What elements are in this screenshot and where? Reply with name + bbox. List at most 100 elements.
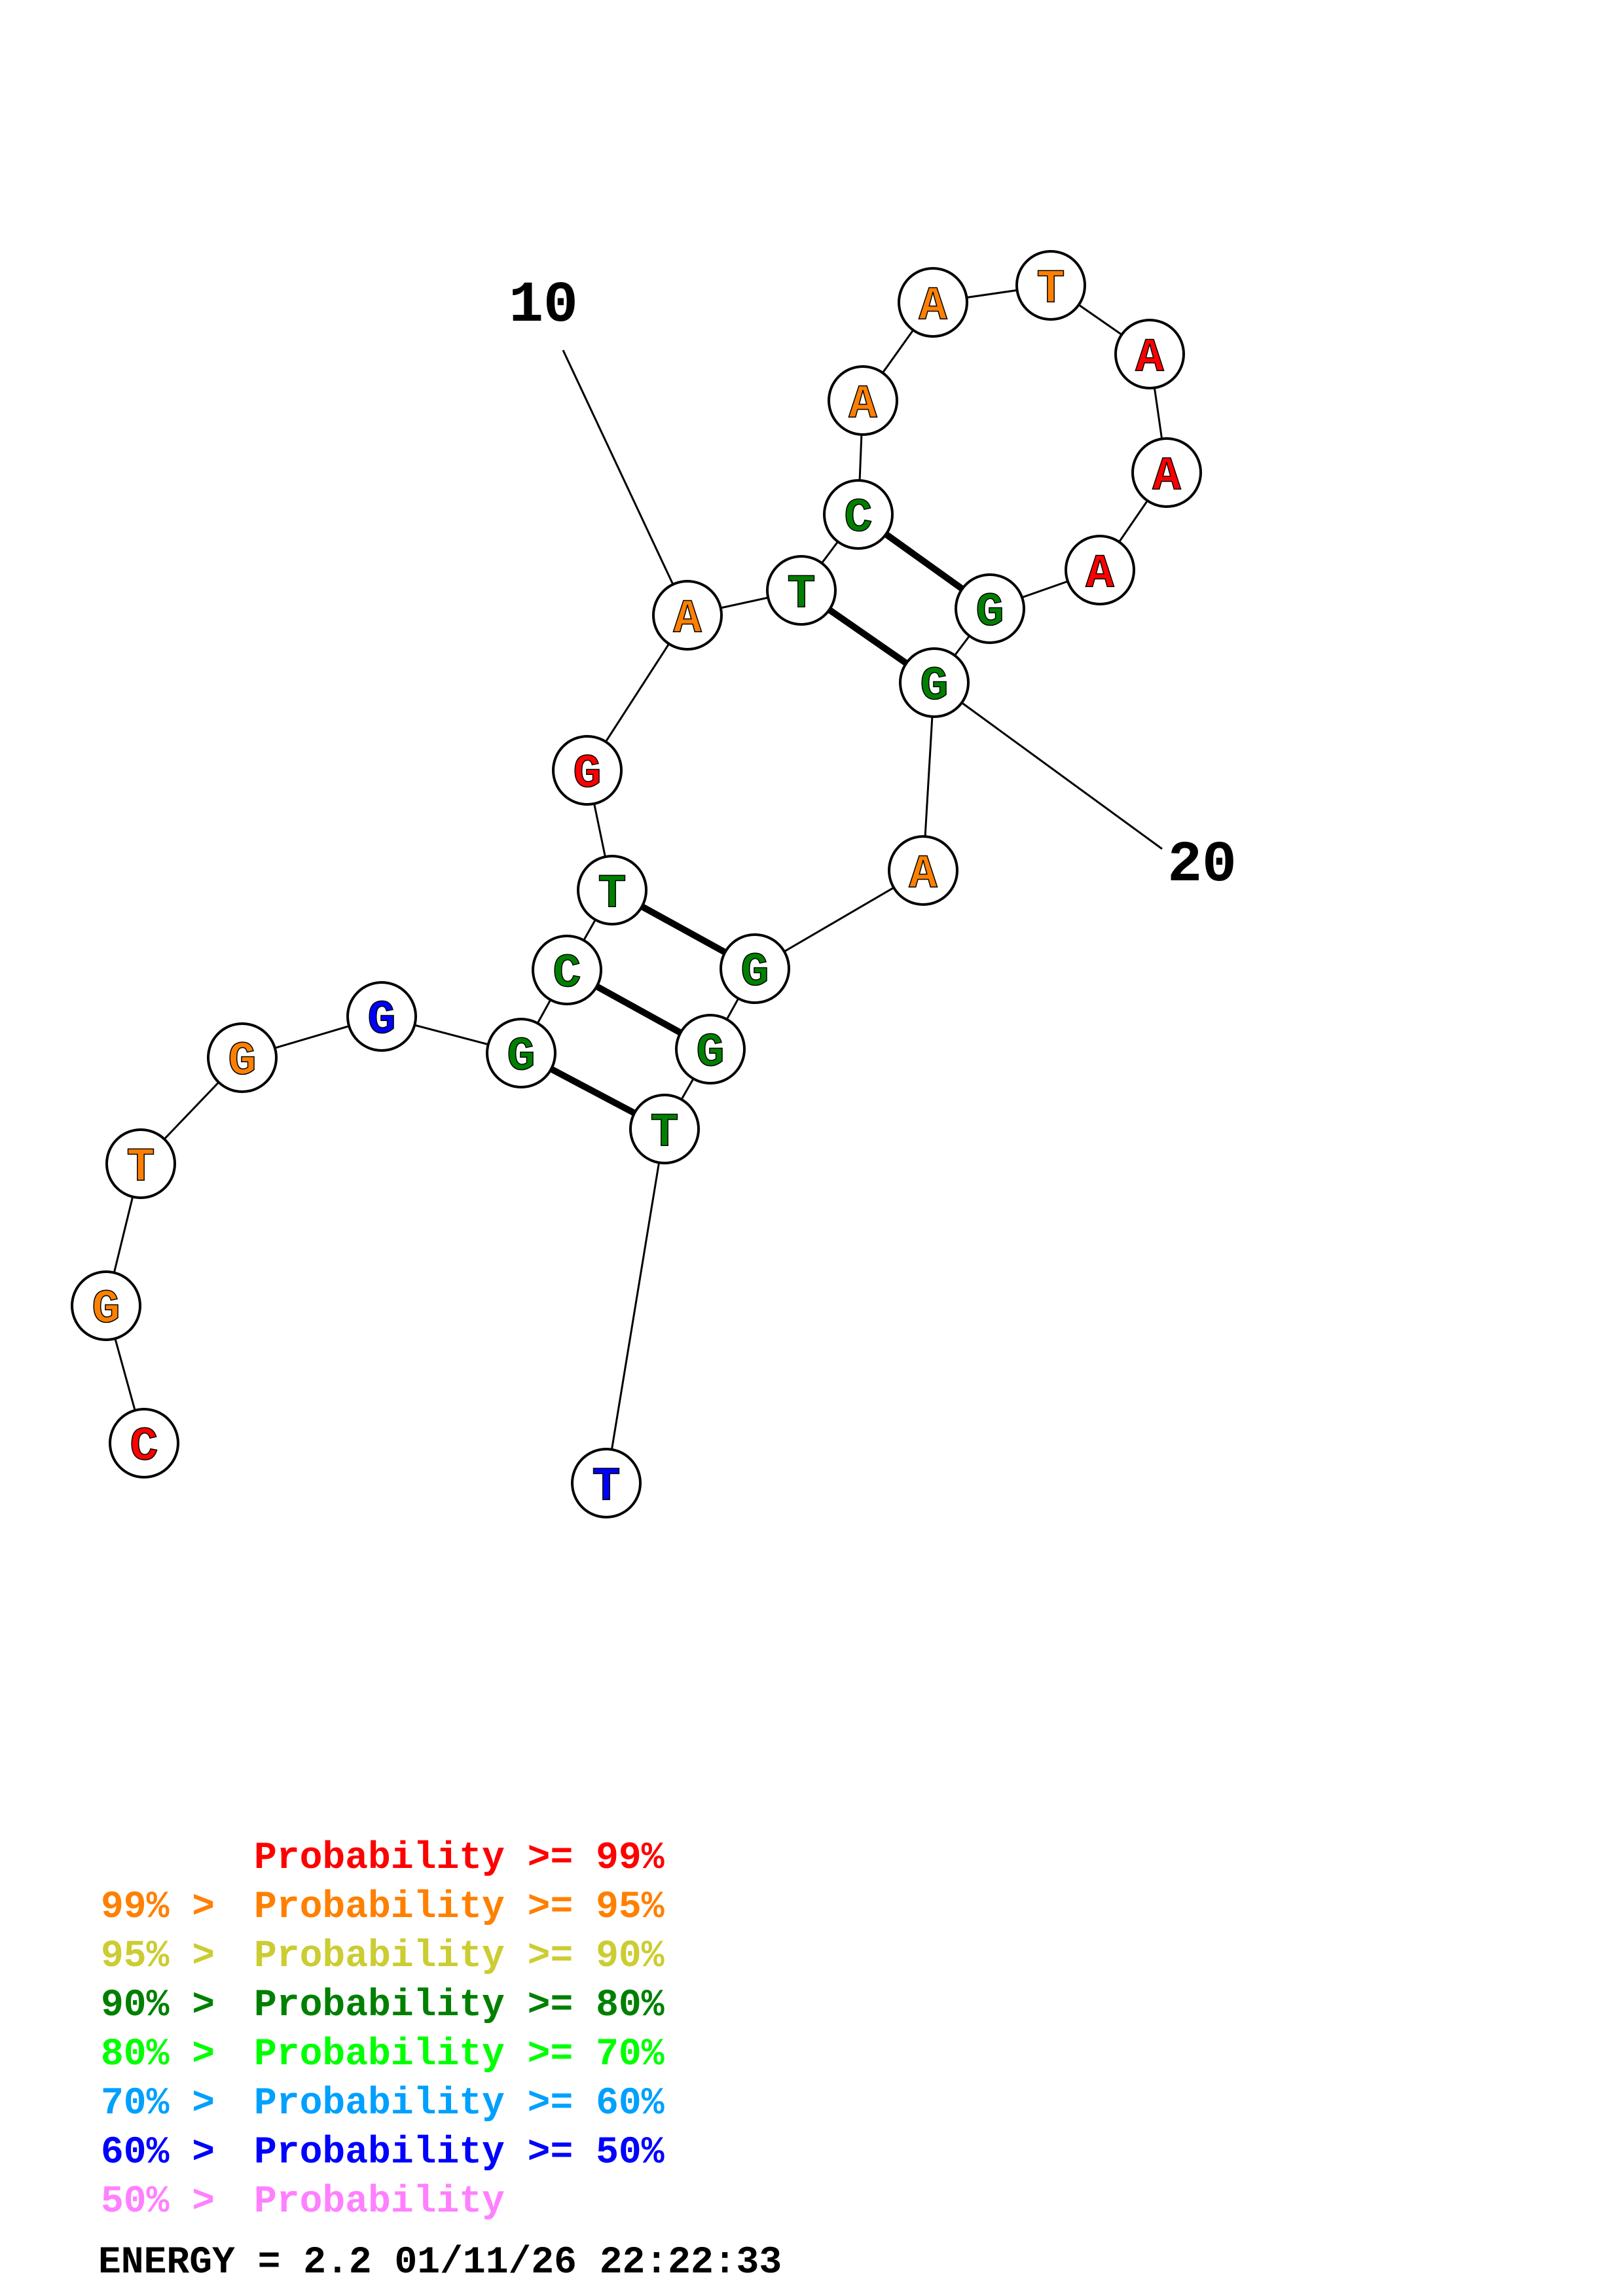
legend-text: Probability >= 95% <box>254 1886 665 1929</box>
nucleotide-node: A <box>888 835 958 906</box>
nucleotide-letter: T <box>1036 262 1065 316</box>
nucleotide-circle <box>577 855 647 925</box>
nucleotide-letter: G <box>696 1026 724 1080</box>
nucleotide-node: T <box>766 555 837 626</box>
nucleotide-circle <box>955 573 1025 644</box>
nucleotide-letter: T <box>787 567 815 621</box>
nucleotide-letter: G <box>976 586 1004 639</box>
nucleotide-node: G <box>675 1014 746 1085</box>
nucleotide-node: G <box>346 981 417 1052</box>
nucleotide-node: A <box>652 580 723 651</box>
legend-prefix: 50% > <box>101 2181 238 2223</box>
nucleotide-node: A <box>1114 319 1185 389</box>
nucleotide-circle <box>552 735 623 806</box>
nucleotide-node: T <box>1015 250 1086 321</box>
nucleotide-circle <box>766 555 837 626</box>
legend-text: Probability >= 70% <box>254 2034 665 2076</box>
nucleotide-node: A <box>898 267 968 338</box>
legend-prefix: 60% > <box>101 2132 238 2174</box>
nucleotide-circle <box>823 479 894 550</box>
nucleotide-circle <box>652 580 723 651</box>
nucleotide-circle <box>71 1270 141 1341</box>
nucleotide-letter: C <box>844 492 872 545</box>
legend-prefix: 99% > <box>101 1886 238 1929</box>
legend-line-1: Probability >= 99% <box>254 1837 665 1880</box>
legend-text: Probability >= 80% <box>254 1984 665 2027</box>
energy-footer: ENERGY = 2.2 01/11/26 22:22:33 <box>98 2242 782 2284</box>
nucleotide-node: A <box>1065 535 1135 605</box>
nucleotide-node: G <box>486 1018 556 1088</box>
nucleotide-letter: C <box>130 1420 158 1474</box>
nucleotide-node: G <box>955 573 1025 644</box>
legend-line-7: 60% > Probability >= 50% <box>101 2132 665 2174</box>
nucleotide-letter: A <box>909 848 938 901</box>
nucleotide-node: G <box>552 735 623 806</box>
nucleotide-letter: T <box>126 1141 155 1194</box>
nucleotide-letter: T <box>592 1460 620 1514</box>
nucleotide-node: G <box>71 1270 141 1341</box>
nucleotide-node: T <box>571 1448 642 1518</box>
legend-prefix: 95% > <box>101 1935 238 1978</box>
nucleotide-circle <box>105 1128 176 1199</box>
position-label: 10 <box>509 274 578 338</box>
nucleotide-node: A <box>1131 437 1202 508</box>
nucleotide-letter: G <box>740 946 769 999</box>
nucleotide-circle <box>1114 319 1185 389</box>
nucleotide-node: G <box>899 647 970 718</box>
nucleotide-letter: C <box>553 947 581 1001</box>
nucleotide-circle <box>346 981 417 1052</box>
nucleotide-letter: G <box>573 747 601 801</box>
nucleotide-circle <box>629 1094 700 1164</box>
legend-line-4: 90% > Probability >= 80% <box>101 1984 665 2027</box>
legend-text: Probability >= 90% <box>254 1935 665 1978</box>
backbone-link <box>605 1128 666 1484</box>
legend-line-5: 80% > Probability >= 70% <box>101 2034 665 2076</box>
nucleotide-node: G <box>207 1022 278 1093</box>
nucleotide-circle <box>675 1014 746 1085</box>
probability-legend: Probability >= 99% 99% > Probability >= … <box>101 1837 665 2223</box>
legend-text: Probability >= 60% <box>254 2083 665 2125</box>
position-tick <box>562 350 689 616</box>
nucleotide-letter: A <box>919 279 947 333</box>
nucleotide-circle <box>207 1022 278 1093</box>
nucleotide-circle <box>899 647 970 718</box>
nucleotide-letter: G <box>920 660 948 713</box>
legend-line-3: 95% > Probability >= 90% <box>101 1935 665 1978</box>
nucleotide-node: T <box>577 855 647 925</box>
nucleotide-node: T <box>105 1128 176 1199</box>
nucleotide-letter: G <box>507 1030 535 1084</box>
nucleotide-letter: A <box>673 592 702 646</box>
nucleotide-letter: T <box>650 1106 678 1160</box>
nucleotide-circle <box>109 1408 179 1479</box>
nucleotide-circle <box>888 835 958 906</box>
legend-text: Probability >= 50% <box>254 2132 665 2174</box>
base-pair-layer <box>519 511 992 1132</box>
nucleotide-node: T <box>629 1094 700 1164</box>
legend-line-6: 70% > Probability >= 60% <box>101 2083 665 2125</box>
nucleotide-letter: G <box>92 1283 120 1336</box>
nucleotide-letter: G <box>228 1035 256 1088</box>
nucleotide-circle <box>898 267 968 338</box>
legend-line-2: 99% > Probability >= 95% <box>101 1886 665 1929</box>
nucleotide-circle <box>1065 535 1135 605</box>
nucleotide-circle <box>532 935 602 1005</box>
legend-prefix: 80% > <box>101 2034 238 2076</box>
nucleotide-circle <box>720 933 790 1004</box>
nucleotide-node: G <box>720 933 790 1004</box>
nucleotide-node: C <box>823 479 894 550</box>
legend-prefix: 90% > <box>101 1984 238 2027</box>
legend-prefix: 70% > <box>101 2083 238 2125</box>
legend-text: Probability <box>254 2181 505 2223</box>
nucleotide-letter: G <box>367 994 395 1047</box>
position-tick <box>934 681 1163 850</box>
nucleotide-letter: T <box>598 867 626 921</box>
nucleotide-letter: A <box>1085 547 1114 601</box>
nucleotide-circle <box>486 1018 556 1088</box>
position-label: 20 <box>1167 833 1237 898</box>
legend-line-8: 50% > Probability <box>101 2181 505 2223</box>
nucleotide-letter: A <box>1152 450 1181 503</box>
position-label-layer: 10 20 <box>509 274 1237 898</box>
nucleotide-letter: A <box>848 378 877 431</box>
